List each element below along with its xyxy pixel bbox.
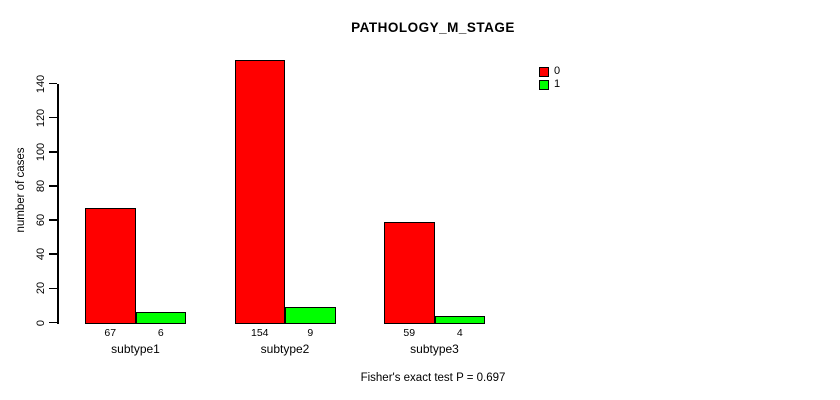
bar-subtype2-series1 bbox=[285, 307, 336, 324]
chart-title: PATHOLOGY_M_STAGE bbox=[351, 20, 515, 35]
y-axis-tick bbox=[49, 287, 57, 290]
annotation-fisher-test: Fisher's exact test P = 0.697 bbox=[360, 372, 506, 384]
y-axis-tick bbox=[49, 321, 57, 324]
y-axis-tick bbox=[49, 185, 57, 187]
y-axis-label: number of cases bbox=[15, 147, 27, 233]
x-category-label: subtype1 bbox=[111, 342, 160, 356]
y-axis-tick-label: 120 bbox=[35, 108, 47, 127]
y-axis-tick-label: 0 bbox=[35, 319, 47, 326]
y-axis-tick bbox=[49, 82, 57, 85]
legend-label: 1 bbox=[554, 78, 561, 90]
y-axis-tick-label: 140 bbox=[35, 74, 47, 93]
y-axis-tick bbox=[49, 219, 57, 221]
bar-value-label: 9 bbox=[307, 327, 314, 339]
legend-item: 0 bbox=[539, 65, 560, 78]
y-axis-tick-label: 40 bbox=[35, 248, 47, 261]
bar-subtype2-series0 bbox=[234, 59, 285, 324]
x-category-label: subtype3 bbox=[410, 342, 459, 356]
bar-value-label: 59 bbox=[403, 327, 416, 339]
bar-value-label: 67 bbox=[104, 327, 117, 339]
y-axis-tick-label: 100 bbox=[35, 142, 47, 161]
bar-subtype3-series0 bbox=[384, 221, 435, 324]
bar-subtype1-series1 bbox=[135, 312, 186, 324]
legend-label: 0 bbox=[554, 65, 561, 77]
bar-value-label: 154 bbox=[250, 327, 269, 339]
y-axis-tick bbox=[49, 116, 57, 119]
legend-swatch-icon bbox=[539, 66, 549, 77]
y-axis-tick bbox=[49, 253, 57, 255]
legend-item: 1 bbox=[539, 78, 560, 91]
y-axis-tick-label: 20 bbox=[35, 282, 47, 295]
legend-swatch-icon bbox=[539, 79, 549, 90]
y-axis-line bbox=[57, 83, 59, 324]
y-axis-tick-label: 60 bbox=[35, 213, 47, 227]
y-axis-tick-label: 80 bbox=[35, 179, 47, 193]
bar-subtype3-series1 bbox=[434, 315, 485, 324]
bar-value-label: 4 bbox=[456, 327, 463, 339]
y-axis-tick bbox=[49, 151, 57, 153]
x-category-label: subtype2 bbox=[260, 342, 310, 356]
bar-value-label: 6 bbox=[157, 327, 164, 339]
bar-subtype1-series0 bbox=[85, 208, 136, 324]
